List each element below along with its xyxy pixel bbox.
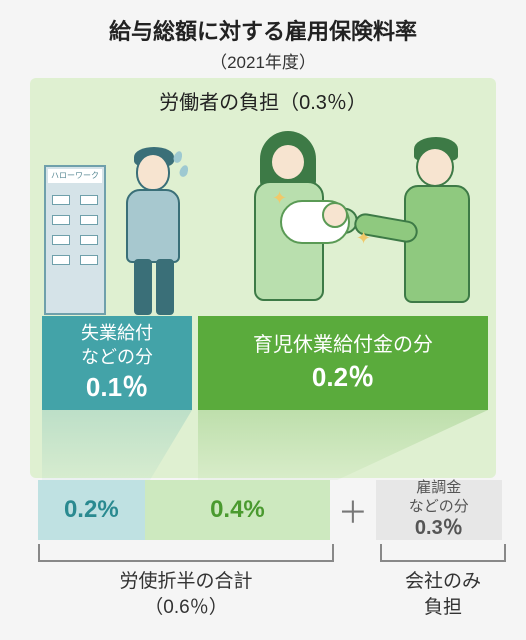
box-unemployment: 失業給付 などの分 0.1％ (42, 316, 192, 410)
cell-gray-line1: 雇調金 (416, 479, 461, 498)
sparkle-icon: ✦ (272, 188, 287, 209)
bottom-row: 0.2% 0.4% ＋ 雇調金 などの分 0.3％ (38, 480, 502, 540)
bracket-left (38, 544, 334, 562)
sparkle-icon: ✦ (356, 228, 371, 249)
bracket-right-label: 会社のみ (380, 566, 506, 593)
cell-gray-line2: などの分 (409, 498, 469, 517)
plus-sign: ＋ (330, 480, 375, 540)
father-icon (390, 127, 490, 315)
bracket-right (380, 544, 506, 562)
box-unemployment-line2: などの分 (81, 345, 153, 369)
bracket-left-sub: （0.6％） (38, 592, 334, 619)
illustration-area: ハローワーク (40, 120, 486, 315)
box-unemployment-line1: 失業給付 (81, 321, 153, 345)
baby-head-icon (322, 202, 348, 228)
cell-gray: 雇調金 などの分 0.3％ (376, 480, 502, 540)
building-sign: ハローワーク (48, 169, 102, 183)
page-subtitle: （2021年度） (0, 48, 526, 73)
box-unemployment-pct: 0.1％ (86, 370, 148, 405)
cell-green-pct: 0.4% (145, 480, 331, 540)
box-childcare-pct: 0.2％ (312, 359, 374, 395)
building-icon: ハローワーク (44, 185, 106, 315)
bracket-right-sub: 負担 (380, 592, 506, 619)
cell-gray-pct: 0.3％ (415, 516, 463, 541)
bracket-left-label: 労使折半の合計 (38, 566, 334, 593)
worried-worker-icon (110, 135, 200, 315)
page-title: 給与総額に対する雇用保険料率 (0, 0, 526, 46)
cell-teal-pct: 0.2% (38, 480, 145, 540)
worker-burden-label: 労働者の負担（0.3％） (0, 86, 526, 115)
box-childcare-line1: 育児休業給付金の分 (253, 331, 433, 359)
box-childcare: 育児休業給付金の分 0.2％ (198, 316, 488, 410)
